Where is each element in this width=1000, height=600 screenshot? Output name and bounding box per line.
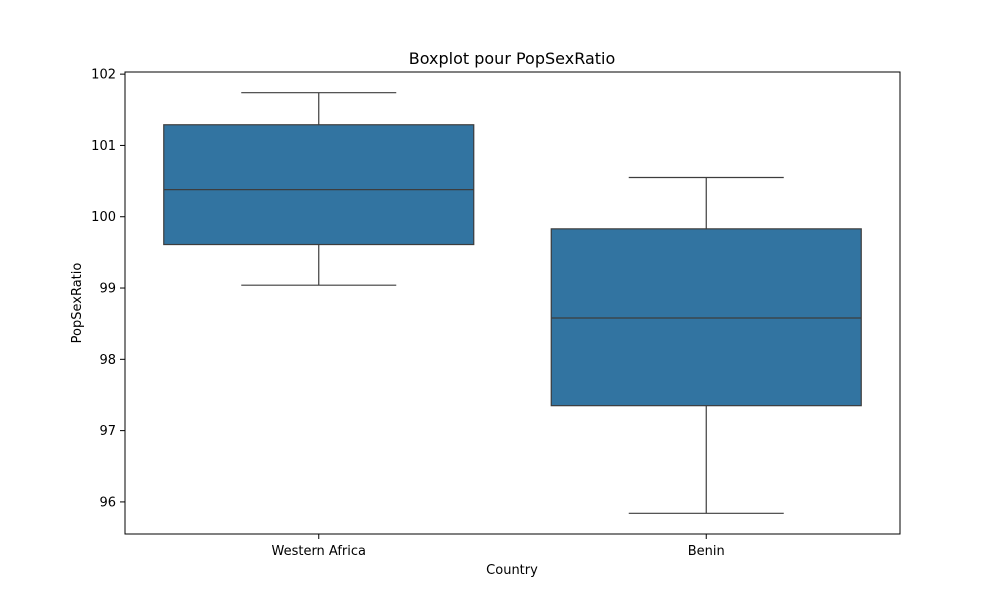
x-axis-label: Country [486, 563, 538, 578]
chart-title: Boxplot pour PopSexRatio [409, 49, 616, 68]
x-tick-label: Benin [688, 544, 725, 559]
y-axis-label: PopSexRatio [70, 263, 85, 344]
x-axis: Western Africa Benin [271, 534, 725, 559]
y-tick-label: 99 [99, 282, 116, 297]
plot-frame [124, 71, 901, 535]
y-tick-label: 102 [91, 68, 116, 83]
y-axis: 96 97 98 99 100 101 102 [91, 68, 125, 510]
iqr-box [550, 228, 862, 407]
plot-area [163, 92, 862, 514]
box-group [550, 176, 862, 514]
y-tick-label: 100 [91, 210, 116, 225]
x-tick-label: Western Africa [271, 544, 366, 559]
y-tick-label: 98 [99, 353, 116, 368]
y-tick-label: 101 [91, 139, 116, 154]
y-tick-label: 97 [99, 424, 116, 439]
y-tick-label: 96 [99, 495, 116, 510]
iqr-box [163, 124, 475, 246]
box-group [163, 92, 475, 286]
